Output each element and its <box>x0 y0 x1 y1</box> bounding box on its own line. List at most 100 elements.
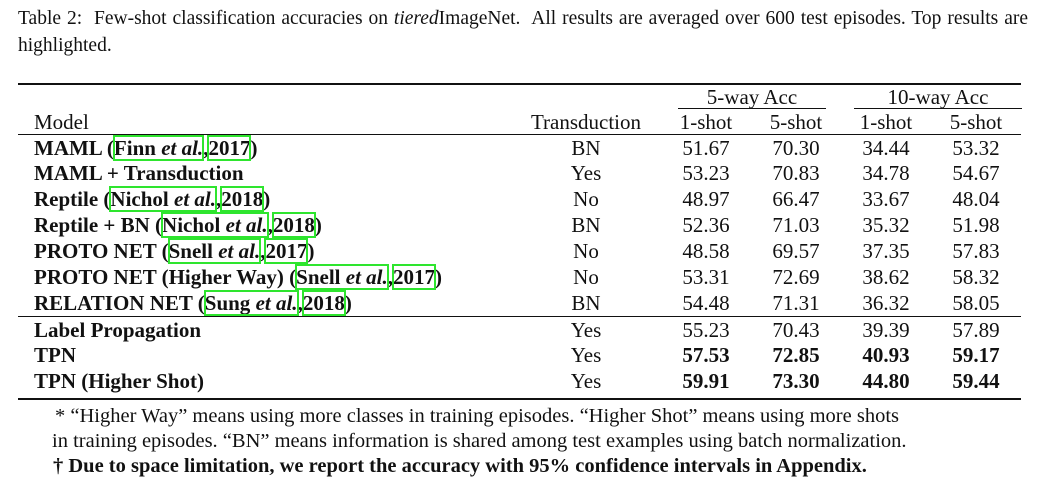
citation-author-link[interactable]: Nichol et al. <box>161 212 269 238</box>
citation-year-link[interactable]: 2018 <box>220 186 265 212</box>
accuracy-cell: 66.47 <box>772 187 820 211</box>
citation-separator: , <box>260 239 266 263</box>
transduction-cell: Yes <box>570 369 602 393</box>
transduction-cell: BN <box>571 213 601 237</box>
citation-year-link[interactable]: 2018 <box>271 212 316 238</box>
model-name-text: TPN <box>34 343 76 367</box>
note-line-2: in training episodes. “BN” means informa… <box>52 430 907 452</box>
model-name-text: PROTO NET ( <box>34 239 169 263</box>
caption-text-after: All results are averaged over 600 test e… <box>18 8 1028 56</box>
table-bottom-rule <box>18 398 1021 400</box>
accuracy-cell: 58.05 <box>952 291 1000 315</box>
citation-author-link[interactable]: Finn et al. <box>112 135 205 161</box>
header-5shot-10way: 5-shot <box>949 110 1003 134</box>
accuracy-cell: 55.23 <box>682 318 730 342</box>
transduction-cell: Yes <box>570 161 602 185</box>
model-name-text: Reptile ( <box>34 187 111 211</box>
citation-close: ) <box>344 291 352 315</box>
accuracy-cell: 70.30 <box>772 136 820 160</box>
citation-etal: et al. <box>174 187 216 211</box>
accuracy-cell: 70.43 <box>772 318 820 342</box>
accuracy-cell: 57.83 <box>952 239 1000 263</box>
accuracy-cell: 73.30 <box>772 369 820 393</box>
citation-etal: et al. <box>218 239 261 263</box>
model-name-text: TPN (Higher Shot) <box>34 369 204 393</box>
citation-year-link[interactable]: 2018 <box>301 290 346 316</box>
citation-close: ) <box>435 265 443 289</box>
citation-close: ) <box>250 136 258 160</box>
accuracy-cell: 51.67 <box>682 136 730 160</box>
citation-author-link[interactable]: Nichol et al. <box>109 186 217 212</box>
accuracy-cell: 40.93 <box>862 343 910 367</box>
header-5way-acc: 5-way Acc <box>706 85 798 109</box>
caption-dataset-italic: tiered <box>393 8 439 29</box>
citation-etal: et al. <box>255 291 298 315</box>
citation-separator: , <box>216 187 222 211</box>
caption-text-before: Few-shot classification accuracies on <box>94 8 394 29</box>
header-model: Model <box>34 110 89 134</box>
model-name-text: Label Propagation <box>34 318 202 342</box>
model-name: PROTO NET (Snell et al.,2017) <box>34 238 314 264</box>
caption-dataset-rest: ImageNet. <box>438 8 521 29</box>
header-rule <box>18 134 1021 135</box>
accuracy-cell: 71.31 <box>772 291 820 315</box>
table-notes: * “Higher Way” means using more classes … <box>52 404 1021 479</box>
header-5shot-5way: 5-shot <box>769 110 823 134</box>
header-10way-acc: 10-way Acc <box>887 85 989 109</box>
header-1shot-5way: 1-shot <box>679 110 733 134</box>
citation-separator: , <box>387 265 394 289</box>
note-line-1: * “Higher Way” means using more classes … <box>55 405 899 427</box>
caption-label: Table 2: <box>18 8 83 29</box>
accuracy-cell: 33.67 <box>862 187 910 211</box>
transduction-cell: Yes <box>570 318 602 342</box>
model-name: Label Propagation <box>34 318 201 342</box>
model-name: TPN (Higher Shot) <box>34 369 204 393</box>
model-name: MAML + Transduction <box>34 161 244 185</box>
citation-author: Finn <box>113 136 162 160</box>
accuracy-cell: 54.48 <box>682 291 730 315</box>
model-name: Reptile + BN (Nichol et al.,2018) <box>34 212 322 238</box>
accuracy-cell: 38.62 <box>862 265 910 289</box>
citation-separator: , <box>267 213 273 237</box>
citation-year-link[interactable]: 2017 <box>264 238 309 264</box>
accuracy-cell: 58.32 <box>952 265 1000 289</box>
transduction-cell: BN <box>571 291 601 315</box>
transduction-cell: No <box>573 239 599 263</box>
citation-year-link[interactable]: 2017 <box>207 135 252 161</box>
transduction-cell: Yes <box>570 343 602 367</box>
citation-author: Snell <box>296 265 346 289</box>
accuracy-cell: 53.32 <box>952 136 1000 160</box>
citation-author-link[interactable]: Sung et al. <box>203 290 299 316</box>
accuracy-cell: 52.36 <box>682 213 730 237</box>
accuracy-cell: 57.89 <box>952 318 1000 342</box>
accuracy-cell: 59.17 <box>952 343 1000 367</box>
citation-separator: , <box>297 291 303 315</box>
accuracy-cell: 44.80 <box>862 369 910 393</box>
group-10way-rule <box>854 108 1022 109</box>
accuracy-cell: 71.03 <box>772 213 820 237</box>
accuracy-cell: 48.58 <box>682 239 730 263</box>
model-name: Reptile (Nichol et al.,2018) <box>34 186 271 212</box>
accuracy-cell: 57.53 <box>682 343 730 367</box>
accuracy-cell: 72.85 <box>772 343 820 367</box>
citation-author-link[interactable]: Snell et al. <box>295 264 389 290</box>
model-name: MAML (Finn et al.,2017) <box>34 135 258 161</box>
transduction-cell: No <box>573 265 599 289</box>
accuracy-cell: 37.35 <box>862 239 910 263</box>
citation-close: ) <box>314 213 322 237</box>
accuracy-cell: 36.32 <box>862 291 910 315</box>
transduction-cell: BN <box>571 136 601 160</box>
model-name-text: MAML ( <box>34 136 114 160</box>
citation-year-link[interactable]: 2017 <box>392 264 437 290</box>
header-transduction: Transduction <box>530 110 642 134</box>
accuracy-cell: 51.98 <box>952 213 1000 237</box>
citation-author: Nichol <box>162 213 226 237</box>
accuracy-cell: 54.67 <box>952 161 1000 185</box>
accuracy-cell: 39.39 <box>862 318 910 342</box>
model-name: PROTO NET (Higher Way) (Snell et al.,201… <box>34 264 443 290</box>
accuracy-cell: 72.69 <box>772 265 820 289</box>
citation-close: ) <box>263 187 271 211</box>
citation-author-link[interactable]: Snell et al. <box>167 238 262 264</box>
accuracy-cell: 53.31 <box>682 265 730 289</box>
accuracy-cell: 53.23 <box>682 161 730 185</box>
